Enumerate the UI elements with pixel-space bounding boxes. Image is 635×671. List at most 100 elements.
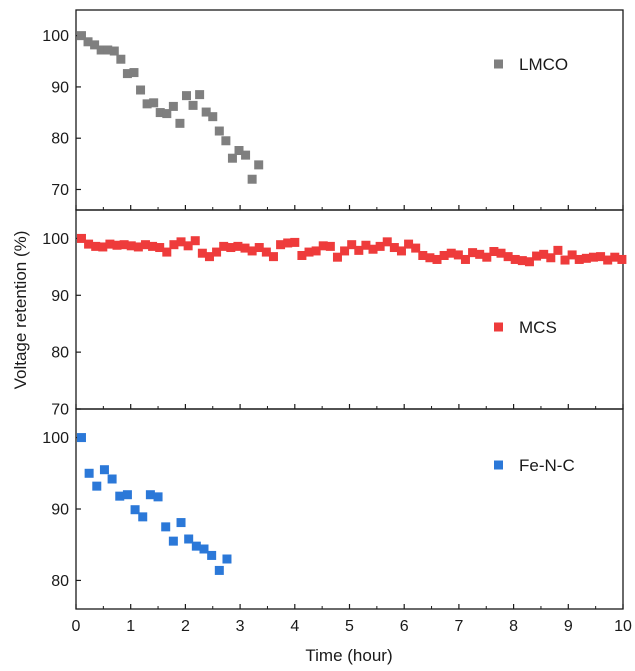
data-point: [122, 69, 132, 79]
data-point: [347, 240, 357, 250]
data-point: [240, 243, 250, 253]
y-tick-label: 90: [51, 79, 69, 96]
y-tick-label: 80: [51, 131, 69, 148]
data-point: [161, 522, 171, 532]
data-point: [268, 252, 278, 262]
data-point: [214, 565, 224, 575]
x-tick-label: 5: [345, 618, 354, 635]
data-point: [290, 237, 300, 247]
data-point: [133, 242, 143, 252]
data-point: [168, 536, 178, 546]
y-tick-label: 80: [51, 345, 69, 362]
data-point: [503, 252, 513, 262]
data-point: [195, 90, 205, 100]
data-point: [126, 241, 136, 251]
x-axis-label: Time (hour): [305, 646, 392, 665]
data-point: [99, 465, 109, 475]
data-point: [122, 490, 132, 500]
legend-marker: [494, 322, 503, 332]
data-point: [354, 245, 364, 255]
data-point: [138, 512, 148, 522]
data-point: [142, 99, 152, 109]
data-point: [84, 468, 94, 478]
data-point: [517, 256, 527, 266]
data-point: [247, 246, 257, 256]
x-tick-label: 9: [564, 618, 573, 635]
y-tick-label: 100: [42, 430, 69, 447]
data-point: [297, 250, 307, 260]
data-point: [103, 45, 113, 55]
data-point: [176, 237, 186, 247]
data-point: [425, 253, 435, 263]
x-tick-label: 0: [72, 618, 81, 635]
data-point: [446, 248, 456, 258]
data-point: [361, 240, 371, 250]
data-point: [109, 46, 119, 56]
data-point: [475, 249, 485, 259]
data-point: [90, 40, 100, 50]
data-point: [247, 174, 257, 184]
data-point: [183, 241, 193, 251]
y-tick-label: 100: [42, 231, 69, 248]
data-point: [155, 108, 165, 118]
data-point: [149, 98, 159, 108]
data-point: [175, 118, 185, 128]
data-point: [112, 240, 122, 250]
x-tick-label: 1: [126, 618, 135, 635]
data-point: [222, 554, 232, 564]
data-point: [176, 518, 186, 528]
data-point: [382, 237, 392, 247]
y-tick-label: 90: [51, 502, 69, 519]
data-point: [546, 253, 556, 263]
data-point: [204, 252, 214, 262]
data-point: [221, 136, 231, 146]
data-point: [581, 253, 591, 263]
data-point: [489, 247, 499, 257]
data-point: [96, 45, 106, 55]
data-point: [214, 126, 224, 136]
x-tick-label: 6: [400, 618, 409, 635]
data-point: [129, 68, 139, 78]
data-point: [340, 246, 350, 256]
data-point: [460, 254, 470, 264]
data-point: [532, 251, 542, 261]
data-point: [201, 107, 211, 117]
data-point: [283, 238, 293, 248]
data-point: [76, 31, 86, 41]
data-point: [212, 247, 222, 257]
data-point: [276, 240, 286, 250]
data-point: [396, 246, 406, 256]
data-point: [115, 491, 125, 501]
data-point: [233, 241, 243, 251]
data-point: [325, 241, 335, 251]
legend-label: MCS: [519, 318, 557, 337]
data-point: [234, 146, 244, 156]
y-tick-label: 80: [51, 573, 69, 590]
data-point: [188, 100, 198, 110]
data-point: [482, 252, 492, 262]
data-point: [107, 474, 117, 484]
data-point: [83, 37, 93, 47]
legend-label: LMCO: [519, 55, 568, 74]
data-point: [184, 534, 194, 544]
data-point: [432, 254, 442, 264]
x-tick-label: 2: [181, 618, 190, 635]
data-point: [76, 433, 86, 443]
data-point: [610, 252, 620, 262]
data-point: [596, 252, 606, 262]
data-point: [332, 252, 342, 262]
data-point: [207, 550, 217, 560]
data-point: [208, 112, 218, 122]
data-point: [241, 150, 251, 160]
data-point: [219, 241, 229, 251]
data-point: [254, 160, 264, 170]
y-tick-label: 100: [42, 28, 69, 45]
x-tick-label: 10: [614, 618, 632, 635]
data-point: [76, 233, 86, 243]
data-point: [130, 505, 140, 515]
data-point: [404, 239, 414, 249]
data-point: [92, 481, 102, 491]
data-point: [105, 239, 115, 249]
data-point: [116, 54, 126, 64]
data-point: [468, 248, 478, 258]
